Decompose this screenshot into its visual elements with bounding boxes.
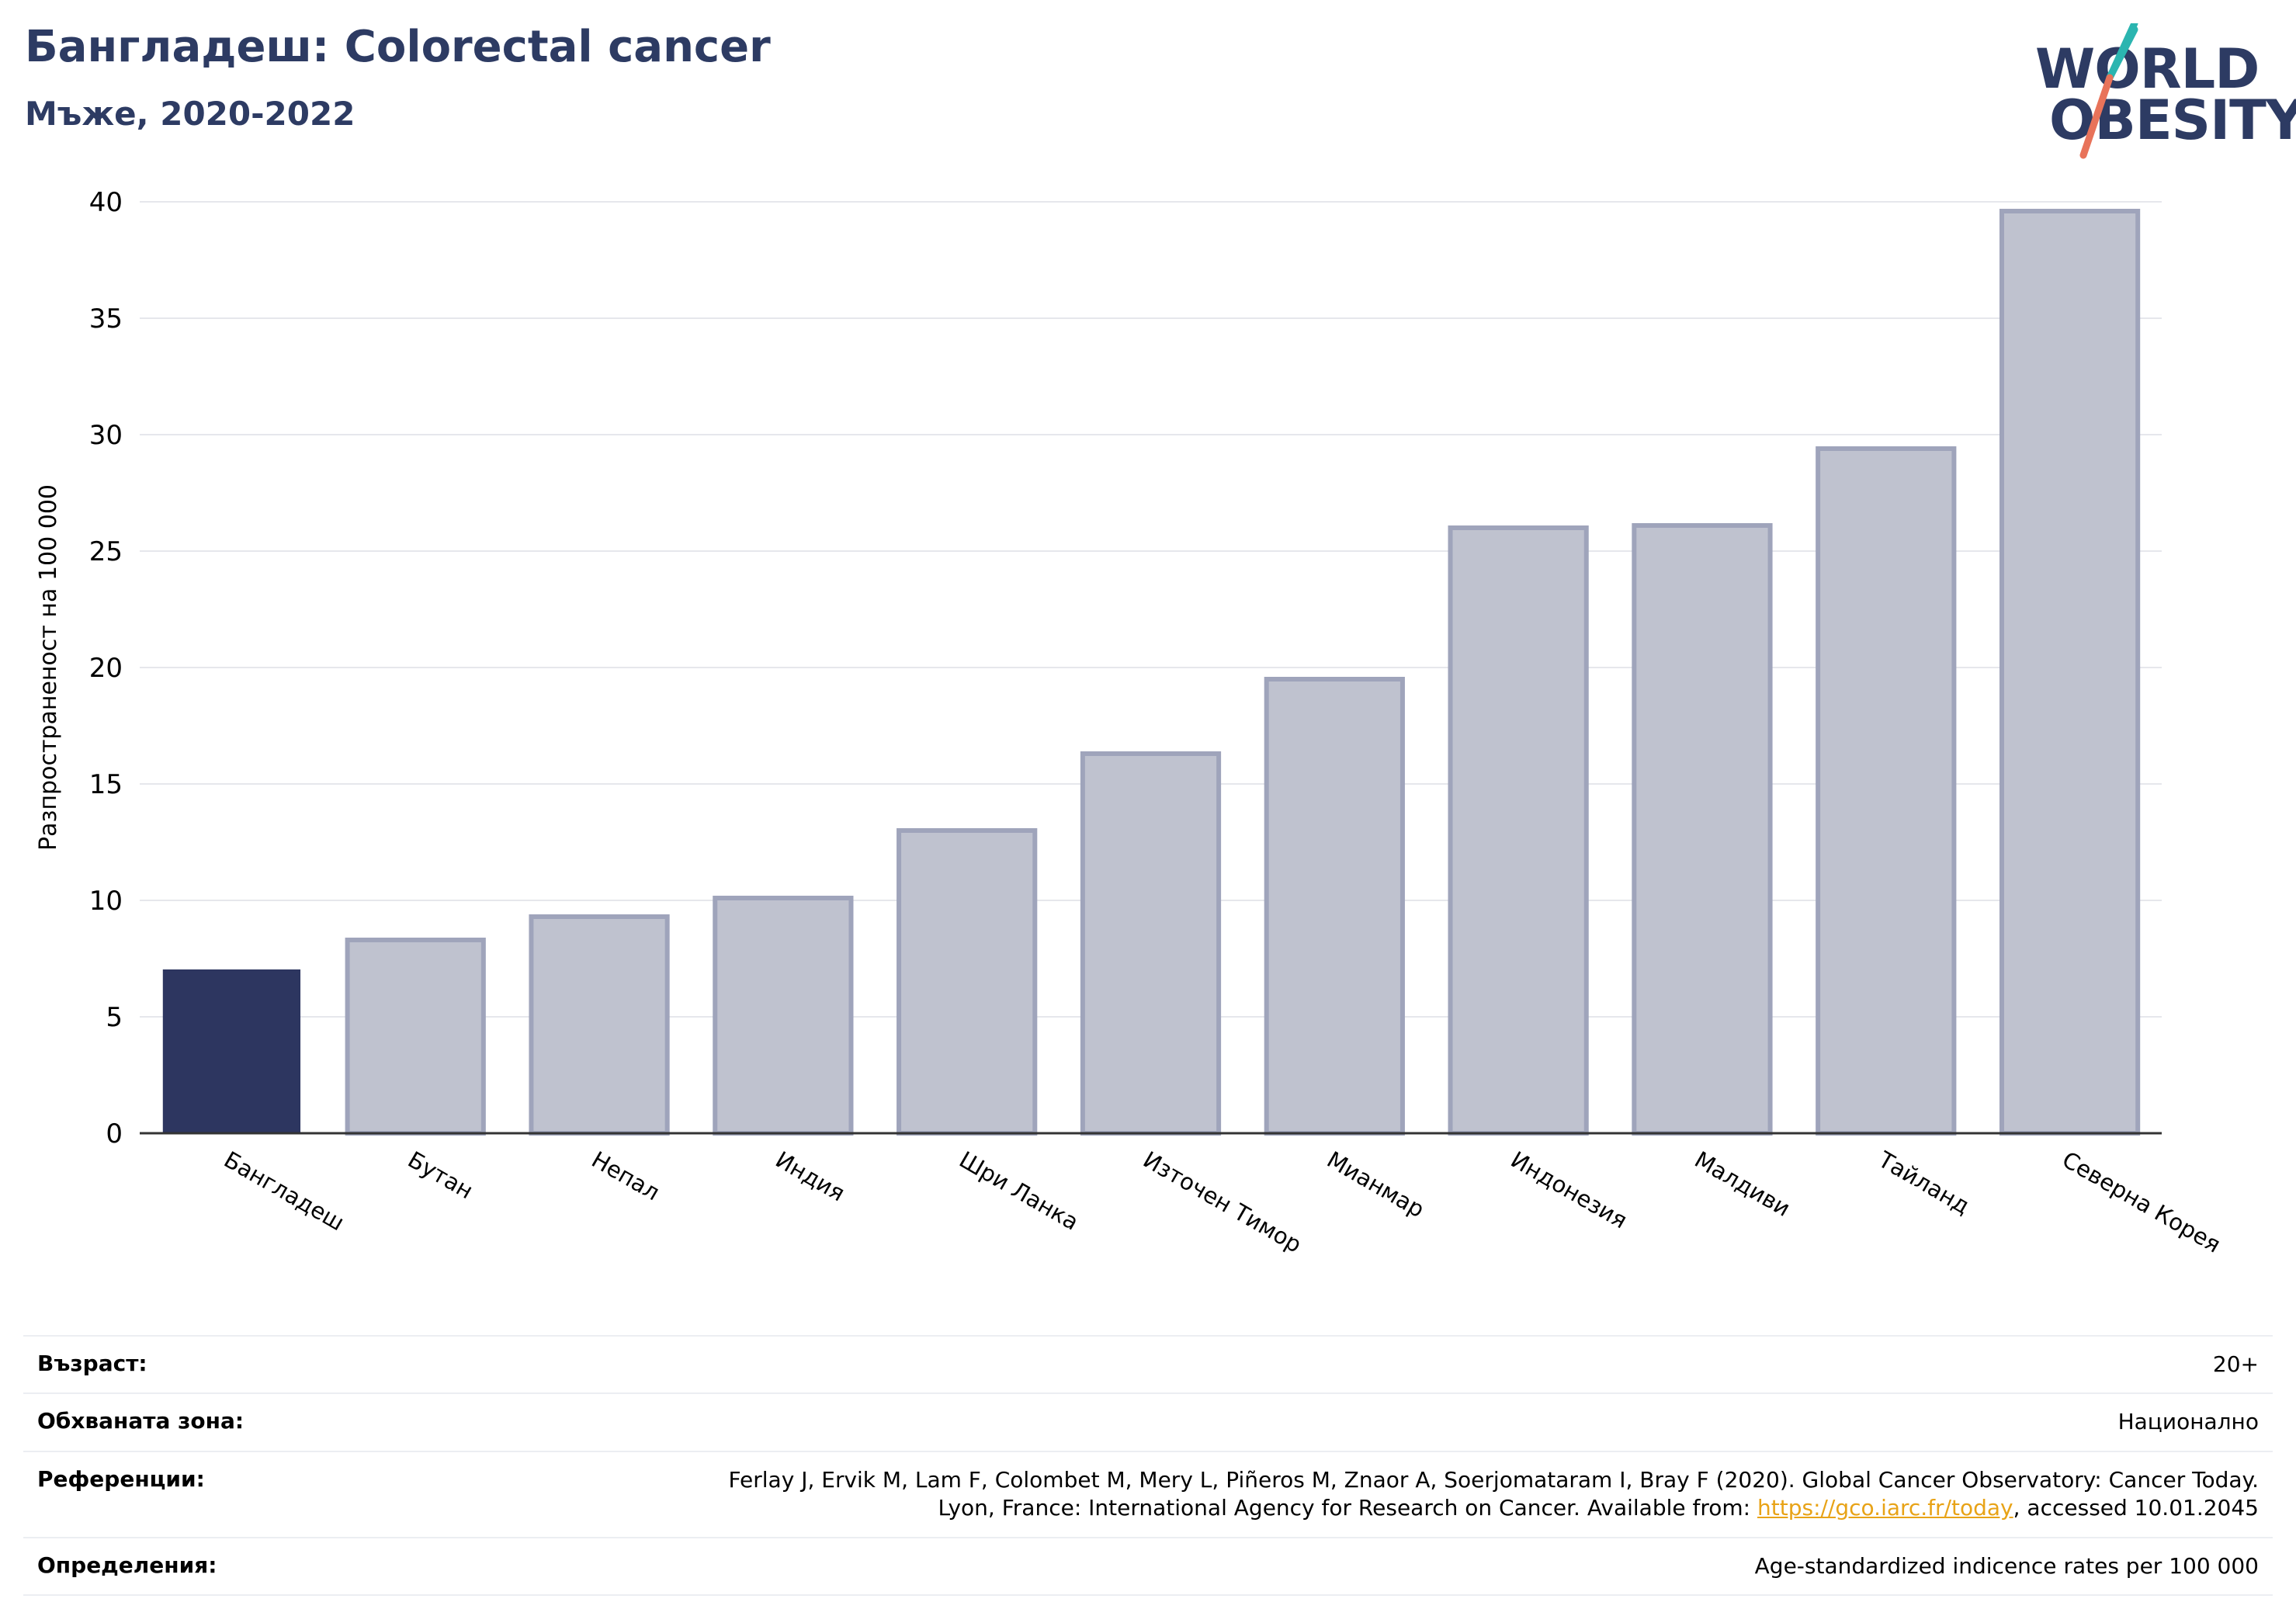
y-tick-label: 35	[89, 303, 123, 335]
logo-text-world: WORLD	[2035, 37, 2260, 101]
info-label-references: Референции:	[37, 1465, 205, 1492]
x-tick-label: Северна Корея	[2058, 1146, 2225, 1258]
info-label-area: Обхваната зона:	[37, 1408, 245, 1434]
y-tick-label: 5	[106, 1002, 123, 1033]
y-tick-label: 10	[89, 886, 123, 917]
x-tick-label: Бутан	[404, 1146, 478, 1205]
bar	[1632, 523, 1773, 1136]
info-row-references: Референции: Ferlay J, Ervik M, Lam F, Co…	[23, 1450, 2273, 1537]
x-tick-label: Непал	[588, 1146, 664, 1206]
x-tick-label: Индия	[771, 1146, 849, 1207]
bar	[162, 969, 301, 1134]
y-tick-label: 0	[106, 1118, 123, 1150]
bar	[529, 914, 670, 1136]
page-title: Бангладеш: Colorectal cancer	[25, 22, 771, 72]
page-subtitle: Мъже, 2020-2022	[25, 95, 355, 133]
y-tick-label: 25	[89, 536, 123, 567]
world-obesity-logo: WORLD OBESITY	[2018, 23, 2296, 163]
y-tick-labels: 0 5 10 15 20 25 30 35 40	[89, 187, 123, 1150]
bars	[162, 209, 2141, 1136]
x-tick-label: Бангладеш	[220, 1146, 349, 1236]
x-tick-label: Източен Тимор	[1139, 1146, 1306, 1258]
x-tick-label: Индонезия	[1507, 1146, 1632, 1234]
info-value-area: Национално	[2117, 1409, 2259, 1435]
x-tick-label: Шри Ланка	[955, 1146, 1083, 1236]
bar	[1080, 751, 1222, 1136]
y-tick-label: 20	[89, 653, 123, 684]
bar	[1448, 525, 1589, 1136]
y-tick-label: 15	[89, 769, 123, 800]
info-row-area: Обхваната зона: Национално	[23, 1392, 2273, 1450]
reference-line-1: Ferlay J, Ervik M, Lam F, Colombet M, Me…	[728, 1466, 2259, 1493]
reference-line-2-post: , accessed 10.01.2045	[2013, 1495, 2259, 1521]
info-table: Възраст: 20+ Обхваната зона: Национално …	[23, 1335, 2273, 1596]
info-label-definitions: Определения:	[37, 1552, 217, 1578]
y-tick-label: 40	[89, 187, 123, 218]
bar	[713, 896, 854, 1136]
bar	[897, 828, 1038, 1136]
info-value-references: Ferlay J, Ervik M, Lam F, Colombet M, Me…	[728, 1466, 2259, 1523]
x-category-labels: Бангладеш Бутан Непал Индия Шри Ланка Източен…	[220, 1146, 2225, 1258]
bar-chart: 0 5 10 15 20 25 30 35 40 Бангладеш Бутан Непал Инди…	[35, 187, 2225, 1258]
info-value-age: 20+	[2212, 1351, 2259, 1377]
bar	[1816, 446, 1957, 1136]
reference-line-2-pre: Lyon, France: International Agency for R…	[938, 1495, 1757, 1521]
info-label-age: Възраст:	[37, 1351, 147, 1376]
x-tick-label: Тайланд	[1873, 1146, 1974, 1219]
info-value-definitions: Age-standardized indicence rates per 100…	[1754, 1552, 2259, 1579]
y-tick-label: 30	[89, 420, 123, 451]
reference-link[interactable]: https://gco.iarc.fr/today	[1757, 1495, 2013, 1521]
info-row-definitions: Определения: Age-standardized indicence …	[23, 1536, 2273, 1596]
logo-slash-icon	[2079, 23, 2138, 159]
bar	[1264, 677, 1405, 1136]
y-axis-label: Разпространеност на 100 000	[35, 484, 62, 851]
bar	[1999, 209, 2141, 1136]
reference-line-2: Lyon, France: International Agency for R…	[728, 1494, 2259, 1522]
info-row-age: Възраст: 20+	[23, 1335, 2273, 1392]
bar	[345, 938, 486, 1136]
x-tick-label: Малдиви	[1690, 1146, 1795, 1222]
x-tick-label: Мианмар	[1323, 1146, 1429, 1223]
